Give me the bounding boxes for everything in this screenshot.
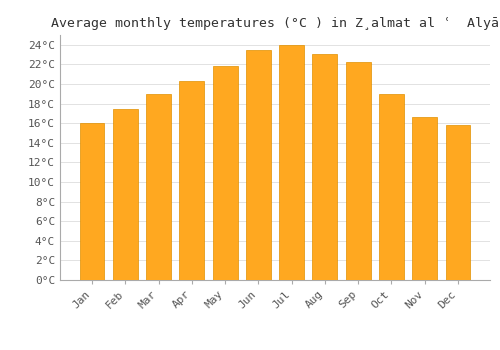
Bar [312, 54, 338, 280]
Bar [180, 81, 204, 280]
Bar [80, 123, 104, 280]
Bar [412, 117, 437, 280]
Bar [379, 94, 404, 280]
Bar [246, 50, 271, 280]
Bar [146, 94, 171, 280]
Bar [113, 110, 138, 280]
Title: Average monthly temperatures (°C ) in Z̧almat al ʿ  Alyā: Average monthly temperatures (°C ) in Z̧… [51, 17, 499, 30]
Bar [346, 62, 370, 280]
Bar [446, 125, 470, 280]
Bar [212, 66, 238, 280]
Bar [279, 45, 304, 280]
